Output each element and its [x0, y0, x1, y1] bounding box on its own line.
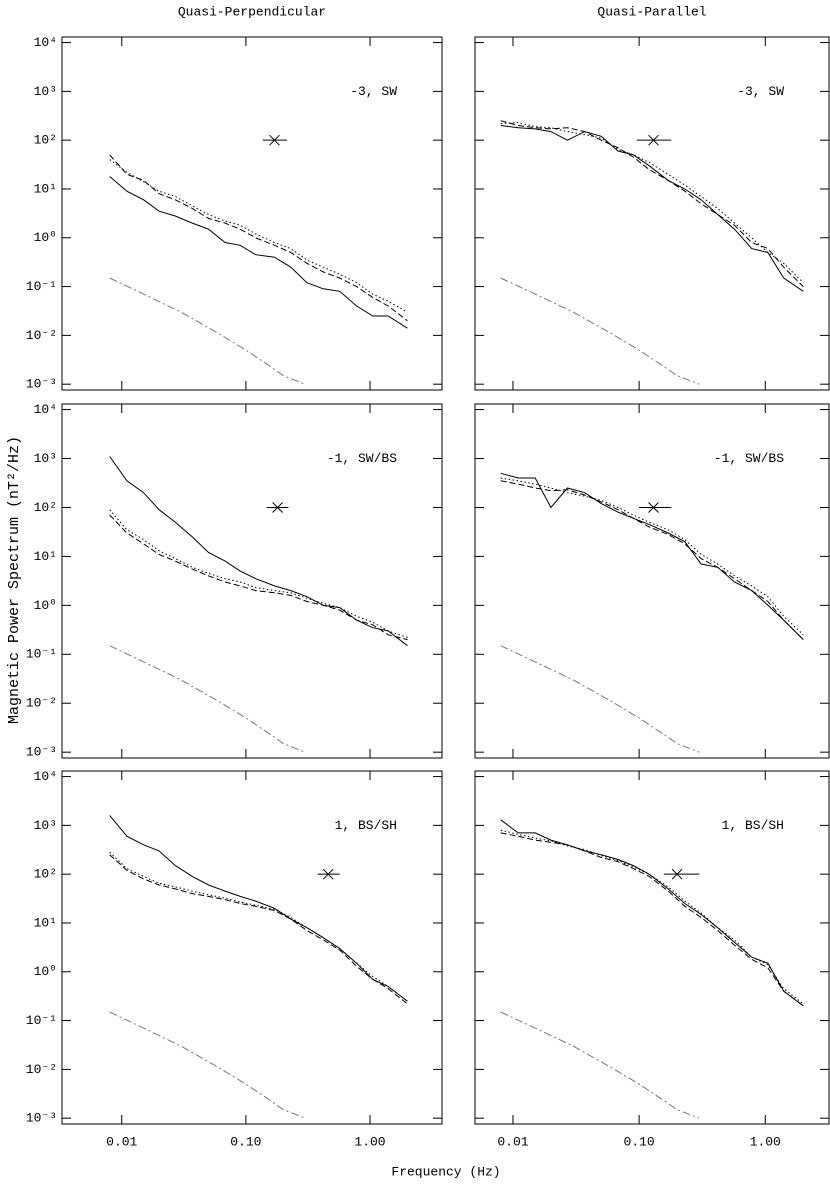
y-tick-label: 10⁴: [34, 35, 57, 50]
y-tick-label: 10⁻³: [26, 377, 57, 392]
spectrum-line: [500, 477, 804, 636]
panel-label: -1, SW/BS: [714, 451, 784, 466]
y-tick-label: 10²: [34, 500, 57, 515]
column-title: Quasi-Parallel: [597, 4, 706, 19]
spectrum-line: [109, 854, 408, 1005]
y-tick-label: 10⁴: [34, 769, 57, 784]
model-line: [500, 645, 700, 753]
marker-cross: [269, 134, 280, 146]
panel-label: -3, SW: [350, 84, 397, 99]
y-tick-label: 10⁻¹: [26, 647, 57, 662]
spectrum-line: [500, 121, 804, 284]
x-tick-label: 0.01: [106, 1134, 137, 1149]
spectrum-line: [109, 815, 408, 1002]
x-tick-label: 1.00: [354, 1134, 385, 1149]
plot-frame: [474, 36, 830, 391]
panel-label: 1, BS/SH: [335, 818, 397, 833]
panel-label: -3, SW: [737, 84, 784, 99]
panel-label: 1, BS/SH: [722, 818, 784, 833]
x-tick-label: 1.00: [750, 1134, 781, 1149]
y-tick-label: 10²: [34, 867, 57, 882]
spectrum-line: [500, 819, 804, 1007]
spectrum-line: [109, 159, 408, 313]
y-tick-label: 10²: [34, 133, 57, 148]
y-tick-label: 10⁻²: [26, 696, 57, 711]
y-tick-label: 10⁻¹: [26, 1013, 57, 1028]
plot-frame: [61, 770, 443, 1125]
spectrum-line: [500, 480, 804, 640]
plot-frame: [474, 403, 830, 759]
spectrum-line: [109, 154, 408, 322]
x-tick-label: 0.01: [497, 1134, 528, 1149]
y-tick-label: 10³: [34, 451, 57, 466]
spectrum-line: [109, 851, 408, 1002]
x-axis-title: Frequency (Hz): [391, 1164, 500, 1179]
marker-cross: [671, 868, 683, 880]
marker-cross: [272, 502, 283, 513]
y-tick-label: 10⁴: [34, 402, 57, 417]
model-line: [109, 1011, 306, 1119]
marker-cross: [648, 134, 659, 146]
spectrum-line: [500, 472, 804, 640]
y-tick-label: 10³: [34, 818, 57, 833]
column-title: Quasi-Perpendicular: [178, 4, 326, 19]
marker-cross: [322, 868, 334, 880]
y-tick-label: 10⁻²: [26, 328, 57, 343]
model-line: [109, 277, 306, 385]
x-tick-label: 0.10: [230, 1134, 261, 1149]
spectrum-line: [109, 509, 408, 638]
model-line: [500, 277, 700, 385]
spectrum-line: [109, 514, 408, 641]
y-tick-label: 10⁻²: [26, 1062, 57, 1077]
y-tick-label: 10⁻¹: [26, 279, 57, 294]
spectrum-line: [500, 832, 804, 1007]
plot-frame: [61, 403, 443, 759]
y-tick-label: 10⁰: [34, 598, 57, 613]
y-tick-label: 10³: [34, 84, 57, 99]
plot-frame: [61, 36, 443, 391]
y-tick-label: 10⁰: [34, 964, 57, 979]
marker-cross: [648, 502, 659, 513]
model-line: [109, 645, 306, 753]
y-axis-title: Magnetic Power Spectrum (nT²/Hz): [6, 436, 23, 724]
model-line: [500, 1011, 700, 1119]
y-tick-label: 10¹: [34, 549, 57, 564]
spectrum-line: [500, 829, 804, 1005]
panel-label: -1, SW/BS: [327, 451, 397, 466]
plot-frame: [474, 770, 830, 1125]
y-tick-label: 10⁻³: [26, 1111, 57, 1126]
spectrum-line: [500, 120, 804, 287]
y-tick-label: 10⁻³: [26, 745, 57, 760]
spectrum-line: [109, 176, 408, 329]
y-tick-label: 10⁰: [34, 230, 57, 245]
spectrum-line: [500, 125, 804, 292]
y-tick-label: 10¹: [34, 915, 57, 930]
x-tick-label: 0.10: [624, 1134, 655, 1149]
y-tick-label: 10¹: [34, 181, 57, 196]
